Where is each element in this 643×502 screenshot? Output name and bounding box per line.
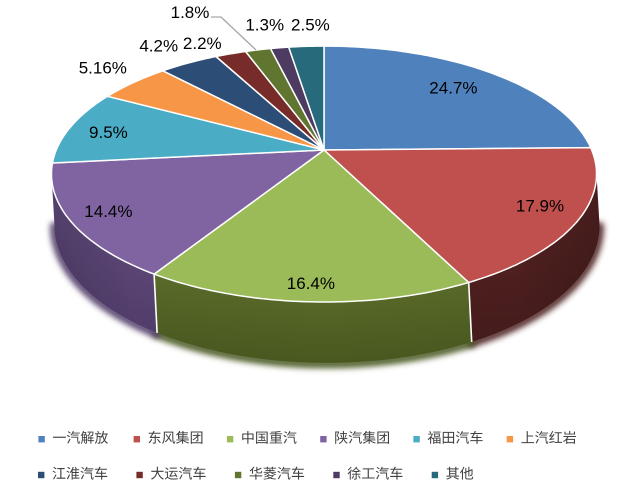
svg-text:4.2%: 4.2% — [139, 37, 178, 56]
svg-text:2.5%: 2.5% — [291, 16, 330, 35]
svg-text:17.9%: 17.9% — [516, 197, 564, 216]
svg-text:24.7%: 24.7% — [429, 79, 477, 98]
svg-text:16.4%: 16.4% — [287, 274, 335, 293]
svg-text:9.5%: 9.5% — [89, 123, 128, 142]
svg-text:14.4%: 14.4% — [84, 202, 132, 221]
svg-text:5.16%: 5.16% — [79, 59, 127, 78]
svg-text:2.2%: 2.2% — [183, 34, 222, 53]
svg-text:1.8%: 1.8% — [171, 3, 210, 22]
svg-text:1.3%: 1.3% — [245, 16, 284, 35]
